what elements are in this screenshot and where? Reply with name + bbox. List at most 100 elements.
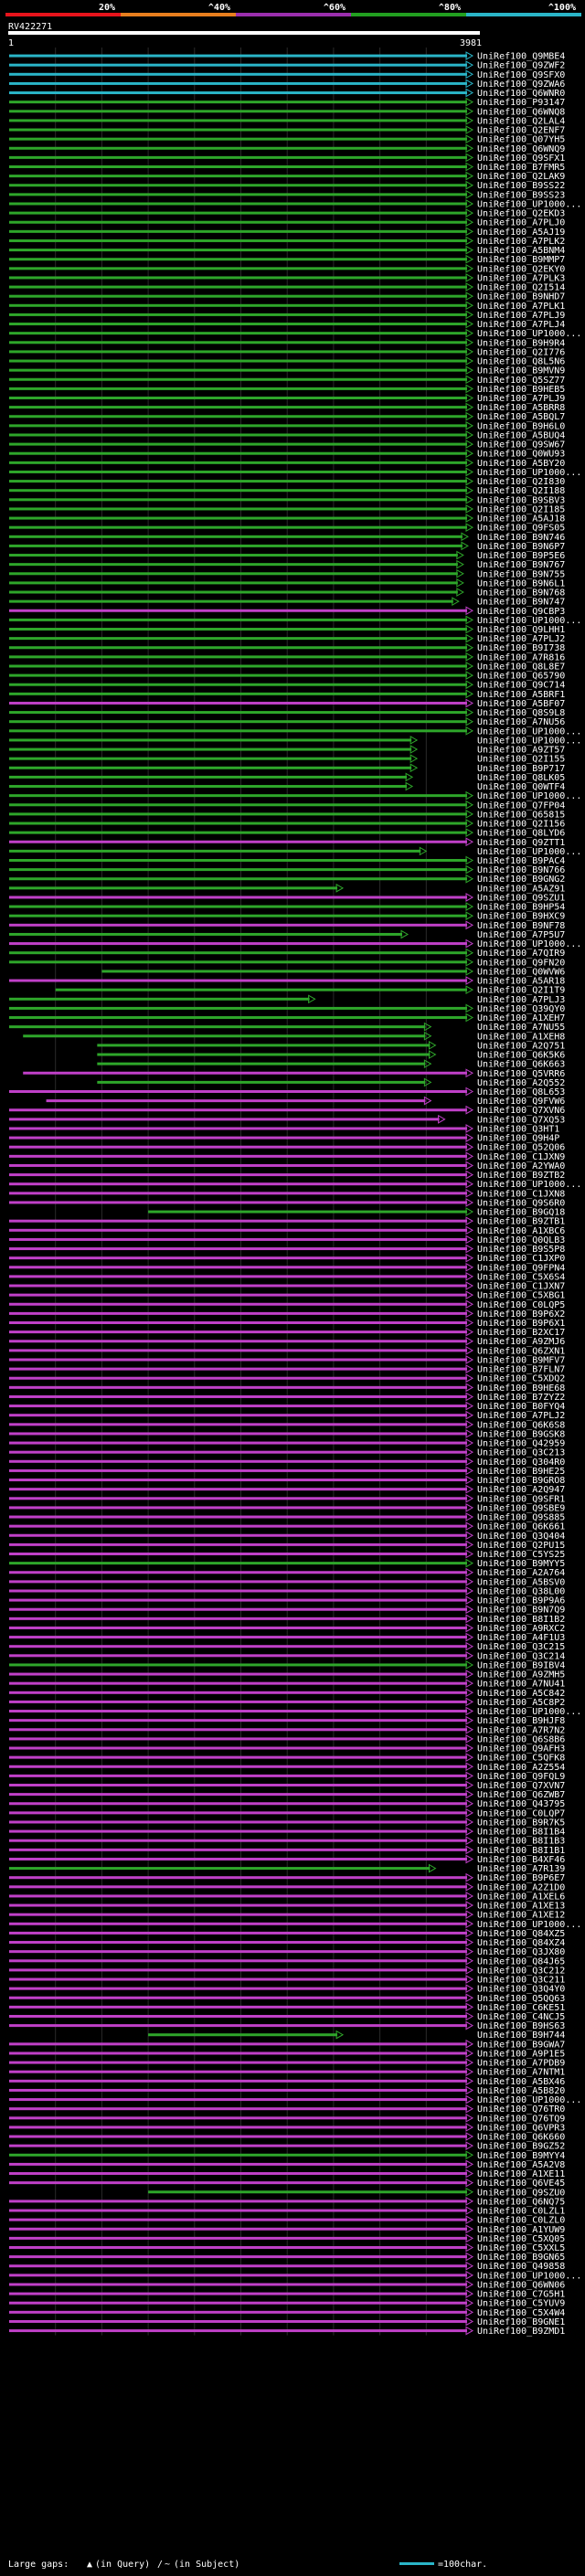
hit-label[interactable]: UniRef100_Q9SZU1 xyxy=(477,893,565,903)
hit-bar[interactable] xyxy=(9,886,338,890)
hit-bar[interactable] xyxy=(97,1080,426,1084)
hit-bar[interactable] xyxy=(9,535,463,538)
hit-label[interactable]: UniRef100_B8I1B2 xyxy=(477,1615,565,1625)
hit-bar[interactable] xyxy=(9,341,467,345)
hit-bar[interactable] xyxy=(9,1636,467,1639)
hit-label[interactable]: UniRef100_A5BRF1 xyxy=(477,690,565,700)
hit-bar[interactable] xyxy=(9,1542,467,1546)
hit-label[interactable]: UniRef100_Q0WU93 xyxy=(477,450,565,460)
hit-label[interactable]: UniRef100_Q9S885 xyxy=(477,1513,565,1523)
hit-bar[interactable] xyxy=(9,258,467,261)
hit-label[interactable]: UniRef100_A7PLJ4 xyxy=(477,320,565,330)
hit-label[interactable]: UniRef100_Q9CBP3 xyxy=(477,607,565,617)
hit-label[interactable]: UniRef100_Q7XVN7 xyxy=(477,1781,565,1791)
hit-bar[interactable] xyxy=(9,1025,426,1029)
hit-label[interactable]: UniRef100_A2Q947 xyxy=(477,1485,565,1495)
hit-label[interactable]: UniRef100_B9GN65 xyxy=(477,2253,565,2263)
hit-label[interactable]: UniRef100_B9IBV4 xyxy=(477,1660,565,1670)
hit-label[interactable]: UniRef100_UP1000... xyxy=(477,1180,581,1190)
hit-label[interactable]: UniRef100_Q6NQ75 xyxy=(477,2197,565,2207)
hit-bar[interactable] xyxy=(9,63,467,67)
hit-label[interactable]: UniRef100_B9GWA7 xyxy=(477,2040,565,2050)
hit-bar[interactable] xyxy=(9,461,467,464)
hit-bar[interactable] xyxy=(9,249,467,252)
hit-bar[interactable] xyxy=(9,397,467,399)
hit-bar[interactable] xyxy=(9,1385,467,1389)
hit-bar[interactable] xyxy=(9,387,467,390)
hit-label[interactable]: UniRef100_Q9ZTT1 xyxy=(477,838,565,848)
hit-label[interactable]: UniRef100_B9HS63 xyxy=(477,2021,565,2031)
hit-label[interactable]: UniRef100_Q9SW67 xyxy=(477,440,565,451)
hit-bar[interactable] xyxy=(55,988,467,991)
hit-label[interactable]: UniRef100_B9H9R4 xyxy=(477,338,565,348)
hit-label[interactable]: UniRef100_Q6K663 xyxy=(477,1060,565,1070)
hit-bar[interactable] xyxy=(9,193,467,196)
hit-bar[interactable] xyxy=(9,1488,467,1491)
hit-label[interactable]: UniRef100_A7PLK1 xyxy=(477,302,565,312)
hit-bar[interactable] xyxy=(9,175,467,178)
hit-label[interactable]: UniRef100_B4XF46 xyxy=(477,1855,565,1865)
hit-bar[interactable] xyxy=(9,720,467,724)
hit-label[interactable]: UniRef100_A1XBC6 xyxy=(477,1226,565,1236)
hit-bar[interactable] xyxy=(9,2246,467,2249)
hit-label[interactable]: UniRef100_A1XEL6 xyxy=(477,1892,565,1902)
hit-label[interactable]: UniRef100_B9HEB5 xyxy=(477,385,565,395)
hit-bar[interactable] xyxy=(9,1219,467,1223)
hit-bar[interactable] xyxy=(9,1553,467,1555)
hit-bar[interactable] xyxy=(9,1405,467,1408)
hit-bar[interactable] xyxy=(9,1321,467,1324)
hit-bar[interactable] xyxy=(9,1256,467,1260)
hit-bar[interactable] xyxy=(148,2033,338,2037)
hit-label[interactable]: UniRef100_B9HE68 xyxy=(477,1383,565,1394)
hit-bar[interactable] xyxy=(9,2098,467,2102)
hit-label[interactable]: UniRef100_B9N766 xyxy=(477,865,565,875)
hit-bar[interactable] xyxy=(9,1885,467,1889)
hit-label[interactable]: UniRef100_Q9H4P xyxy=(477,1134,559,1144)
hit-label[interactable]: UniRef100_Q2EKY0 xyxy=(477,264,565,274)
hit-label[interactable]: UniRef100_Q9SZU0 xyxy=(477,2188,565,2198)
hit-label[interactable]: UniRef100_Q84J65 xyxy=(477,1956,565,1966)
hit-bar[interactable] xyxy=(9,2200,467,2203)
hit-bar[interactable] xyxy=(9,1848,467,1851)
hit-label[interactable]: UniRef100_C0LQP5 xyxy=(477,1300,565,1310)
hit-label[interactable]: UniRef100_A7PLJ2 xyxy=(477,1411,565,1421)
hit-label[interactable]: UniRef100_Q2LAL4 xyxy=(477,116,565,126)
hit-label[interactable]: UniRef100_Q3C212 xyxy=(477,1966,565,1976)
hit-bar[interactable] xyxy=(9,1820,467,1824)
hit-bar[interactable] xyxy=(9,1414,467,1417)
hit-bar[interactable] xyxy=(9,1118,440,1121)
hit-label[interactable]: UniRef100_B8I1B1 xyxy=(477,1846,565,1856)
hit-bar[interactable] xyxy=(9,581,458,585)
hit-label[interactable]: UniRef100_Q2I185 xyxy=(477,504,565,514)
hit-bar[interactable] xyxy=(9,599,453,603)
hit-bar[interactable] xyxy=(9,1275,467,1278)
hit-label[interactable]: UniRef100_Q6WN06 xyxy=(477,2280,565,2290)
hit-bar[interactable] xyxy=(9,683,467,686)
hit-bar[interactable] xyxy=(9,1090,467,1093)
hit-bar[interactable] xyxy=(9,1700,467,1703)
hit-bar[interactable] xyxy=(9,202,467,206)
hit-bar[interactable] xyxy=(9,1950,467,1954)
hit-label[interactable]: UniRef100_P93147 xyxy=(477,98,565,108)
hit-label[interactable]: UniRef100_UP1000... xyxy=(477,726,581,737)
hit-bar[interactable] xyxy=(9,942,467,946)
hit-bar[interactable] xyxy=(9,637,467,641)
hit-bar[interactable] xyxy=(9,664,467,668)
hit-label[interactable]: UniRef100_A7PLK3 xyxy=(477,273,565,283)
hit-bar[interactable] xyxy=(9,1006,467,1010)
hit-bar[interactable] xyxy=(9,2125,467,2129)
hit-label[interactable]: UniRef100_Q76TR0 xyxy=(477,2104,565,2115)
hit-bar[interactable] xyxy=(9,701,467,705)
hit-bar[interactable] xyxy=(9,572,458,576)
hit-bar[interactable] xyxy=(9,1968,467,1972)
hit-label[interactable]: UniRef100_B9N6P7 xyxy=(477,542,565,552)
hit-label[interactable]: UniRef100_Q9C714 xyxy=(477,681,565,691)
hit-label[interactable]: UniRef100_Q6VE45 xyxy=(477,2178,565,2189)
hit-label[interactable]: UniRef100_B2XC17 xyxy=(477,1328,565,1338)
hit-label[interactable]: UniRef100_A7R139 xyxy=(477,1864,565,1874)
hit-label[interactable]: UniRef100_C1JXP0 xyxy=(477,1254,565,1264)
hit-bar[interactable] xyxy=(9,914,467,917)
hit-label[interactable]: UniRef100_Q2ENF7 xyxy=(477,126,565,136)
hit-label[interactable]: UniRef100_A2YWA0 xyxy=(477,1161,565,1171)
hit-label[interactable]: UniRef100_C0LZL0 xyxy=(477,2216,565,2226)
